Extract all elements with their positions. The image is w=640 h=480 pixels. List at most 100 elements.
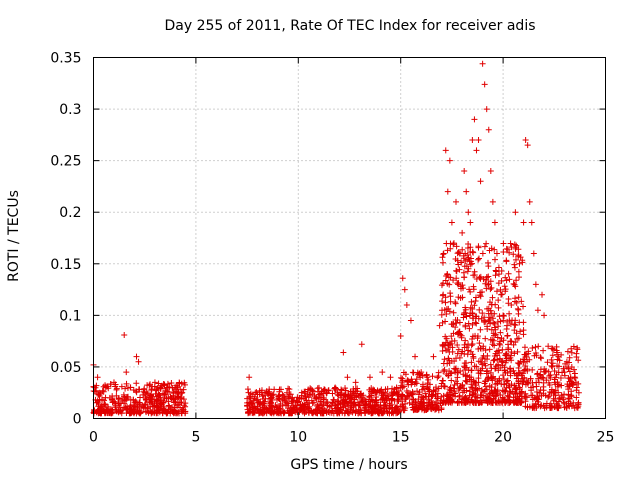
data-point — [442, 147, 449, 154]
data-point — [283, 389, 290, 396]
data-point — [118, 383, 125, 390]
data-point — [459, 348, 466, 355]
data-point — [137, 394, 144, 401]
data-point — [432, 384, 439, 391]
data-point — [453, 275, 460, 282]
data-point — [408, 391, 415, 398]
data-point — [180, 406, 187, 413]
data-point — [475, 244, 482, 251]
data-point — [387, 374, 394, 381]
data-point — [353, 394, 360, 401]
data-point — [560, 399, 567, 406]
y-tick-label: 0 — [73, 412, 82, 428]
data-point — [515, 294, 522, 301]
data-point — [479, 250, 486, 257]
data-point — [430, 353, 437, 360]
data-point — [529, 396, 536, 403]
data-point — [477, 178, 484, 185]
data-point — [482, 362, 489, 369]
data-point — [461, 167, 468, 174]
chart-title: Day 255 of 2011, Rate Of TEC Index for r… — [164, 18, 536, 34]
data-point — [462, 250, 469, 257]
data-point — [519, 259, 526, 266]
data-point — [503, 351, 510, 358]
data-point — [256, 391, 263, 398]
data-point — [134, 403, 141, 410]
data-point — [258, 387, 265, 394]
data-point — [386, 405, 393, 412]
data-point — [380, 407, 387, 414]
data-point — [510, 251, 517, 258]
data-point — [512, 256, 519, 263]
data-point — [159, 409, 166, 416]
data-point — [348, 402, 355, 409]
data-point — [410, 401, 417, 408]
data-point — [267, 409, 274, 416]
data-point — [546, 373, 553, 380]
data-point — [456, 354, 463, 361]
data-point — [141, 389, 148, 396]
x-tick-label: 20 — [494, 430, 512, 446]
data-point — [513, 390, 520, 397]
data-point — [181, 379, 188, 386]
data-point — [488, 284, 495, 291]
data-point — [314, 388, 321, 395]
data-point — [487, 314, 494, 321]
data-point — [500, 317, 507, 324]
data-point — [508, 338, 515, 345]
data-point — [548, 356, 555, 363]
data-point — [493, 268, 500, 275]
data-point — [121, 331, 128, 338]
data-point — [540, 347, 547, 354]
data-point — [384, 385, 391, 392]
data-point — [130, 406, 137, 413]
data-point — [176, 380, 183, 387]
data-point — [500, 376, 507, 383]
data-point — [570, 343, 577, 350]
data-point — [466, 376, 473, 383]
data-point — [447, 370, 454, 377]
data-point — [468, 342, 475, 349]
data-point — [440, 259, 446, 266]
data-point — [419, 405, 426, 412]
y-tick-label: 0.2 — [59, 205, 81, 221]
data-point — [127, 396, 134, 403]
data-point — [458, 398, 465, 405]
data-point — [468, 396, 475, 403]
data-point — [444, 247, 451, 254]
data-point — [517, 399, 524, 406]
data-point — [101, 397, 108, 404]
data-point — [501, 364, 508, 371]
data-point — [444, 339, 451, 346]
data-point — [379, 396, 386, 403]
data-point — [438, 282, 445, 289]
data-point — [435, 407, 442, 414]
data-point — [532, 344, 539, 351]
data-point — [473, 394, 480, 401]
data-point — [470, 353, 477, 360]
data-point — [470, 249, 477, 256]
data-point — [464, 372, 471, 379]
data-point — [489, 341, 496, 348]
data-point — [121, 396, 128, 403]
data-point — [423, 371, 430, 378]
data-point — [479, 60, 486, 67]
x-tick-label: 5 — [191, 430, 200, 446]
data-point — [564, 381, 571, 388]
data-point — [259, 405, 266, 412]
data-point — [451, 381, 458, 388]
data-point — [442, 299, 449, 306]
data-point — [485, 281, 492, 288]
data-point — [477, 326, 484, 333]
data-point — [404, 392, 411, 399]
data-point — [338, 386, 345, 393]
data-point — [435, 373, 442, 380]
data-point — [280, 409, 287, 416]
data-point — [465, 241, 472, 248]
data-point — [484, 305, 491, 312]
data-point — [557, 374, 564, 381]
data-point — [510, 367, 517, 374]
data-point — [503, 277, 510, 284]
data-point — [144, 382, 151, 389]
data-point — [512, 339, 519, 346]
